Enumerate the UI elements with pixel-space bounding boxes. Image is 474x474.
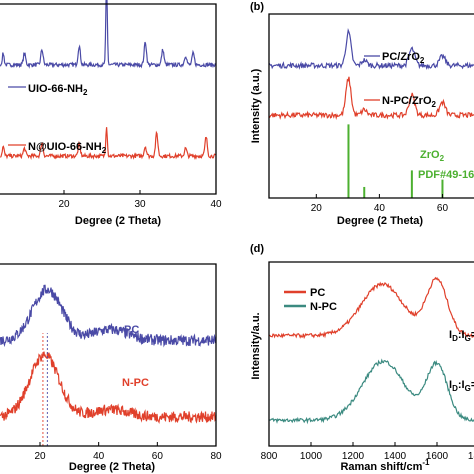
x-tick-label-d-2: 1200 [342, 451, 365, 462]
x-tick-label-b-1: 40 [374, 203, 386, 214]
x-tick-label-d-0: 800 [261, 451, 278, 462]
legend-uio66-nh2: UIO-66-NH2 [28, 83, 88, 97]
panel-c-series-lines [0, 284, 217, 446]
legend-pc-zro2: PC/ZrO2 [382, 51, 425, 65]
panel-d-x-axis-label: Raman shift/cm-1 [340, 458, 430, 473]
panel-a-x-axis-label: Degree (2 Theta) [75, 215, 162, 227]
panel-c-xrd-carbon: 20 40 60 80 PC N-PC Degree (2 Theta) [0, 263, 222, 473]
x-tick-label-a-2: 30 [134, 199, 146, 210]
panel-b-y-axis-label: Intensity (a.u.) [250, 68, 262, 143]
panel-d-x-ticks: 800 1000 1200 1400 1600 1800 [261, 442, 474, 462]
series-line-d-0 [268, 276, 474, 340]
x-tick-label-d-1: 1000 [300, 451, 323, 462]
x-tick-label-a-3: 40 [210, 199, 222, 210]
x-tick-label-b-0: 20 [311, 203, 323, 214]
series-line-c-1 [0, 351, 217, 425]
panel-d-label: (d) [250, 243, 264, 255]
x-tick-label-d-4: 1600 [426, 451, 449, 462]
series-line-b-0 [268, 28, 474, 70]
legend-pc-label: PC [310, 287, 325, 299]
panel-c-frame [0, 263, 217, 447]
x-tick-label-d-5: 1800 [468, 451, 474, 462]
x-tick-label-b-2: 60 [437, 203, 449, 214]
panel-b-x-ticks: 20 40 60 [311, 194, 449, 214]
x-tick-label-c-2: 60 [152, 451, 164, 462]
x-tick-label-c-1: 40 [93, 451, 105, 462]
panel-b-xrd-zro2: (b) 20 40 60 Intensity (a.u.) PC/ZrO2 N-PC… [250, 1, 474, 227]
series-line-d-1 [268, 358, 474, 425]
panel-b-x-axis-label: Degree (2 Theta) [337, 215, 424, 227]
panel-b-label: (b) [250, 1, 264, 13]
legend-n-pc: N-PC [122, 377, 149, 389]
series-line-b-1 [268, 76, 474, 121]
panel-d-series-lines [268, 276, 474, 425]
ratio-annotation-n-pc: ID:IG= [449, 379, 474, 393]
panel-a-xrd-uio: 10203040 UIO-66-NH2 N@UIO-66-NH2 Degree … [0, 0, 222, 227]
panel-a-series-lines [0, 0, 217, 161]
panel-a-x-ticks: 10203040 [58, 190, 222, 210]
legend-n-uio66-nh2: N@UIO-66-NH2 [28, 141, 107, 155]
panel-d-y-axis-label: Intensity/a.u. [250, 312, 262, 379]
legend-n-pc-zro2: N-PC/ZrO2 [382, 95, 437, 109]
panel-c-x-axis-label: Degree (2 Theta) [69, 461, 156, 473]
series-line-a-1 [0, 127, 217, 161]
reference-pdf-card: PDF#49-16 [418, 169, 474, 181]
series-line-a-0 [0, 0, 216, 69]
panel-a-frame [0, 3, 217, 195]
reference-zro2-label: ZrO2 [420, 149, 445, 163]
panel-d-raman: (d) 800 1000 1200 1400 1600 1800 Intensity/a.… [250, 243, 474, 473]
x-tick-label-c-3: 80 [210, 451, 222, 462]
panel-b-series-lines [268, 28, 474, 198]
legend-pc: PC [124, 324, 139, 336]
x-tick-label-d-3: 1400 [384, 451, 407, 462]
ratio-annotation-pc: ID:IG= [449, 329, 474, 343]
legend-n-pc-label: N-PC [310, 301, 337, 313]
panel-d-frame [268, 261, 474, 447]
panel-c-x-ticks: 20 40 60 80 [34, 442, 222, 462]
x-tick-label-c-0: 20 [34, 451, 46, 462]
series-line-c-0 [0, 284, 217, 348]
panel-b-frame [268, 13, 474, 199]
x-tick-label-a-1: 20 [58, 199, 70, 210]
